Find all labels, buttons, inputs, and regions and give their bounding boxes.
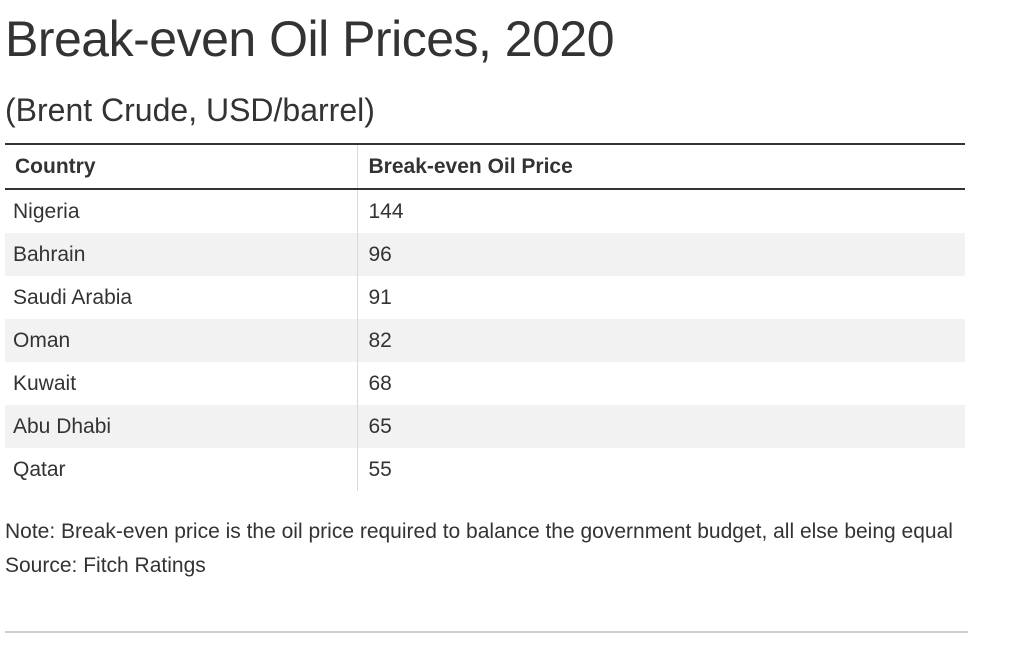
price-cell: 91 <box>356 276 965 319</box>
column-header-price: Break-even Oil Price <box>356 144 965 189</box>
price-cell: 82 <box>356 319 965 362</box>
table-row: Nigeria 144 <box>5 189 965 233</box>
country-cell: Bahrain <box>5 233 357 276</box>
country-cell: Qatar <box>13 457 66 481</box>
table-row: Oman 82 <box>5 319 965 362</box>
chart-title: Break-even Oil Prices, 2020 <box>5 11 615 67</box>
chart-subtitle: (Brent Crude, USD/barrel) <box>5 92 375 128</box>
bottom-divider <box>5 631 968 633</box>
table-row: Bahrain 96 <box>5 233 965 276</box>
footnote: Note: Break-even price is the oil price … <box>5 515 965 583</box>
country-cell: Oman <box>5 319 357 362</box>
table-row: Abu Dhabi 65 <box>5 405 965 448</box>
price-cell: 96 <box>356 233 965 276</box>
country-cell: Abu Dhabi <box>5 405 357 448</box>
country-cell: Kuwait <box>13 371 77 395</box>
column-header-country: Country <box>15 154 96 178</box>
price-cell: 144 <box>356 189 965 233</box>
table-row: Saudi Arabia 91 <box>5 276 965 319</box>
price-cell: 65 <box>356 405 965 448</box>
table-header-row: Country Break-even Oil Price <box>5 144 965 189</box>
data-table: Country Break-even Oil Price Nigeria 144… <box>5 143 965 491</box>
country-cell: Saudi Arabia <box>13 285 133 309</box>
chart-container: Break-even Oil Prices, 2020 (Brent Crude… <box>5 0 965 583</box>
price-cell: 55 <box>356 448 965 491</box>
table-row: Kuwait 68 <box>5 362 965 405</box>
table-row: Qatar 55 <box>5 448 965 491</box>
price-cell: 68 <box>356 362 965 405</box>
country-cell: Nigeria <box>13 199 80 223</box>
source-text: Source: Fitch Ratings <box>5 554 206 577</box>
note-text: Note: Break-even price is the oil price … <box>5 520 953 543</box>
